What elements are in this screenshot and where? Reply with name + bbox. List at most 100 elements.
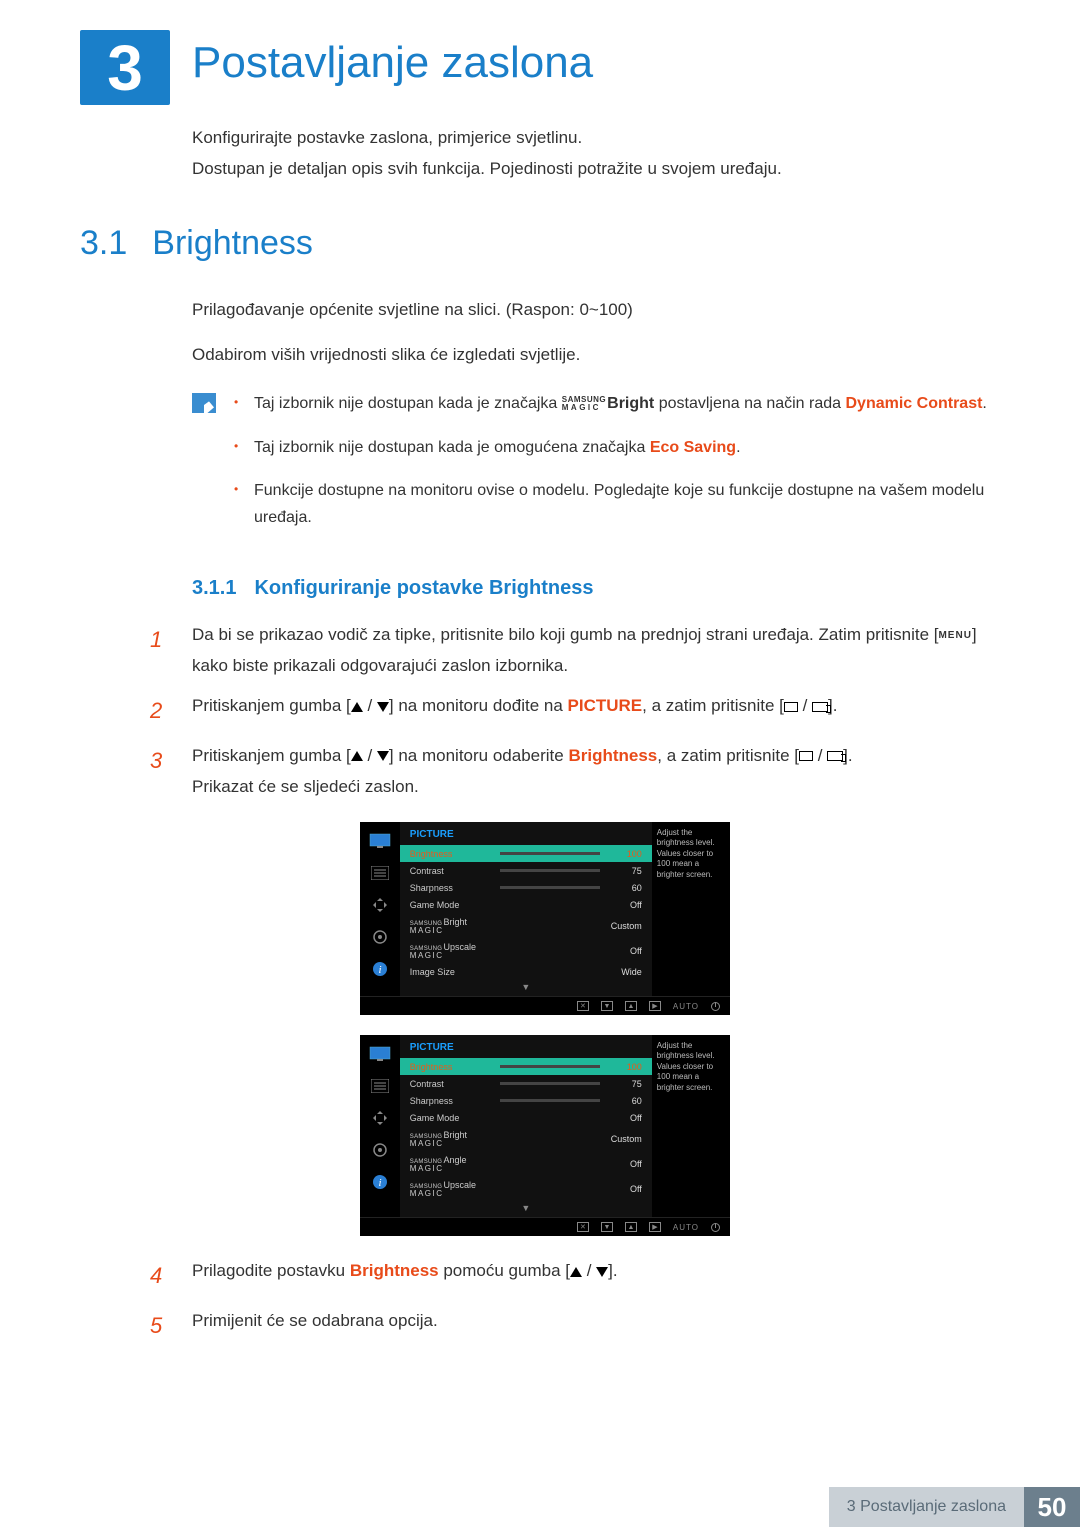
osd-footer: ✕ ▼ ▲ ▶ AUTO: [360, 1217, 730, 1236]
chapter-header: 3 Postavljanje zaslona: [80, 30, 1000, 105]
section-number: 3.1: [80, 224, 127, 263]
osd-row: SAMSUNGMAGICUpscaleOff: [400, 1176, 652, 1201]
page-number: 50: [1024, 1487, 1080, 1527]
osd-auto-label: AUTO: [673, 1002, 699, 1011]
osd-gear-icon: [367, 926, 393, 948]
osd-row: Image SizeWide: [400, 963, 652, 980]
osd-right-icon: ▶: [649, 1001, 661, 1011]
steps-list-cont: 4 Prilagodite postavku Brightness pomoću…: [150, 1256, 1000, 1345]
step-number: 2: [150, 691, 174, 731]
osd-row: SAMSUNGMAGICAngleOff: [400, 1151, 652, 1176]
osd-down-icon: ▼: [601, 1222, 613, 1232]
osd-row: Game ModeOff: [400, 896, 652, 913]
osd-info-icon: i: [367, 958, 393, 980]
osd-row: SAMSUNGMAGICBrightCustom: [400, 1126, 652, 1151]
brightness-label: Brightness: [568, 746, 657, 765]
osd-list-icon: [367, 1075, 393, 1097]
down-arrow-icon: [596, 1267, 608, 1277]
osd-auto-label: AUTO: [673, 1223, 699, 1232]
osd-panel: i PICTURE Brightness100Contrast75Sharpne…: [360, 822, 730, 1015]
osd-row: SAMSUNGMAGICUpscaleOff: [400, 938, 652, 963]
osd-row: SAMSUNGMAGICBrightCustom: [400, 913, 652, 938]
osd-row: Contrast75: [400, 1075, 652, 1092]
step-item: 1 Da bi se prikazao vodič za tipke, prit…: [150, 620, 1000, 681]
footer-text: 3 Postavljanje zaslona: [829, 1487, 1024, 1527]
eco-saving-label: Eco Saving: [650, 439, 736, 456]
section-header: 3.1 Brightness: [80, 224, 1000, 263]
section-body: Prilagođavanje općenite svjetline na sli…: [192, 295, 1000, 547]
note-item: Taj izbornik nije dostupan kada je znača…: [234, 390, 1000, 417]
osd-close-icon: ✕: [577, 1001, 589, 1011]
up-arrow-icon: [351, 751, 363, 761]
rect-icon: [784, 702, 798, 712]
osd-sidebar: i: [360, 1035, 400, 1217]
down-arrow-icon: [377, 751, 389, 761]
osd-info-icon: i: [367, 1171, 393, 1193]
picture-label: PICTURE: [568, 696, 643, 715]
osd-row: Game ModeOff: [400, 1109, 652, 1126]
osd-power-icon: [711, 1002, 720, 1011]
section-text: Odabirom viših vrijednosti slika će izgl…: [192, 340, 1000, 371]
page-footer: 3 Postavljanje zaslona 50: [0, 1487, 1080, 1527]
note-block: Taj izbornik nije dostupan kada je znača…: [192, 390, 1000, 547]
up-arrow-icon: [570, 1267, 582, 1277]
samsung-magic-label: SAMSUNGMAGIC: [562, 396, 606, 412]
osd-gear-icon: [367, 1139, 393, 1161]
osd-monitor-icon: [367, 830, 393, 852]
osd-scroll-down-icon: ▼: [400, 1201, 652, 1217]
osd-down-icon: ▼: [601, 1001, 613, 1011]
osd-screenshot-1: i PICTURE Brightness100Contrast75Sharpne…: [360, 822, 1000, 1015]
osd-scroll-down-icon: ▼: [400, 980, 652, 996]
step-number: 3: [150, 741, 174, 802]
svg-text:i: i: [378, 964, 381, 976]
step-number: 5: [150, 1306, 174, 1346]
step-number: 1: [150, 620, 174, 681]
down-arrow-icon: [377, 702, 389, 712]
menu-button-label: MENU: [938, 627, 971, 645]
osd-list-icon: [367, 862, 393, 884]
chapter-desc-line: Konfigurirajte postavke zaslona, primjer…: [192, 123, 1000, 154]
osd-power-icon: [711, 1223, 720, 1232]
subsection-header: 3.1.1 Konfiguriranje postavke Brightness: [192, 577, 1000, 600]
osd-row: Sharpness60: [400, 1092, 652, 1109]
note-icon: [192, 393, 216, 413]
osd-row: Sharpness60: [400, 879, 652, 896]
chapter-number-badge: 3: [80, 30, 170, 105]
chapter-title: Postavljanje zaslona: [192, 30, 593, 88]
steps-list: 1 Da bi se prikazao vodič za tipke, prit…: [150, 620, 1000, 802]
dynamic-contrast-label: Dynamic Contrast: [846, 395, 983, 412]
osd-row: Brightness100: [400, 1058, 652, 1075]
section-text: Prilagođavanje općenite svjetline na sli…: [192, 295, 1000, 326]
rect-enter-icon: [827, 751, 843, 761]
osd-tooltip: Adjust the brightness level. Values clos…: [652, 1035, 730, 1217]
osd-row: Contrast75: [400, 862, 652, 879]
section-title: Brightness: [152, 224, 313, 263]
note-item: Taj izbornik nije dostupan kada je omogu…: [234, 434, 1000, 461]
rect-enter-icon: [812, 702, 828, 712]
rect-icon: [799, 751, 813, 761]
osd-sidebar: i: [360, 822, 400, 996]
osd-close-icon: ✕: [577, 1222, 589, 1232]
osd-up-icon: ▲: [625, 1001, 637, 1011]
subsection-number: 3.1.1: [192, 577, 236, 600]
step-number: 4: [150, 1256, 174, 1296]
osd-panel: i PICTURE Brightness100Contrast75Sharpne…: [360, 1035, 730, 1236]
osd-header: PICTURE: [400, 822, 652, 845]
osd-footer: ✕ ▼ ▲ ▶ AUTO: [360, 996, 730, 1015]
osd-screenshot-2: i PICTURE Brightness100Contrast75Sharpne…: [360, 1035, 1000, 1236]
osd-header: PICTURE: [400, 1035, 652, 1058]
osd-tooltip: Adjust the brightness level. Values clos…: [652, 822, 730, 996]
chapter-description: Konfigurirajte postavke zaslona, primjer…: [192, 123, 1000, 184]
osd-row: Brightness100: [400, 845, 652, 862]
osd-right-icon: ▶: [649, 1222, 661, 1232]
osd-arrows-icon: [367, 894, 393, 916]
chapter-desc-line: Dostupan je detaljan opis svih funkcija.…: [192, 154, 1000, 185]
brightness-label: Brightness: [350, 1261, 439, 1280]
step-item: 4 Prilagodite postavku Brightness pomoću…: [150, 1256, 1000, 1296]
osd-up-icon: ▲: [625, 1222, 637, 1232]
step-item: 2 Pritiskanjem gumba [ / ] na monitoru d…: [150, 691, 1000, 731]
subsection-title: Konfiguriranje postavke Brightness: [254, 577, 593, 600]
osd-monitor-icon: [367, 1043, 393, 1065]
note-item: Funkcije dostupne na monitoru ovise o mo…: [234, 477, 1000, 531]
osd-arrows-icon: [367, 1107, 393, 1129]
